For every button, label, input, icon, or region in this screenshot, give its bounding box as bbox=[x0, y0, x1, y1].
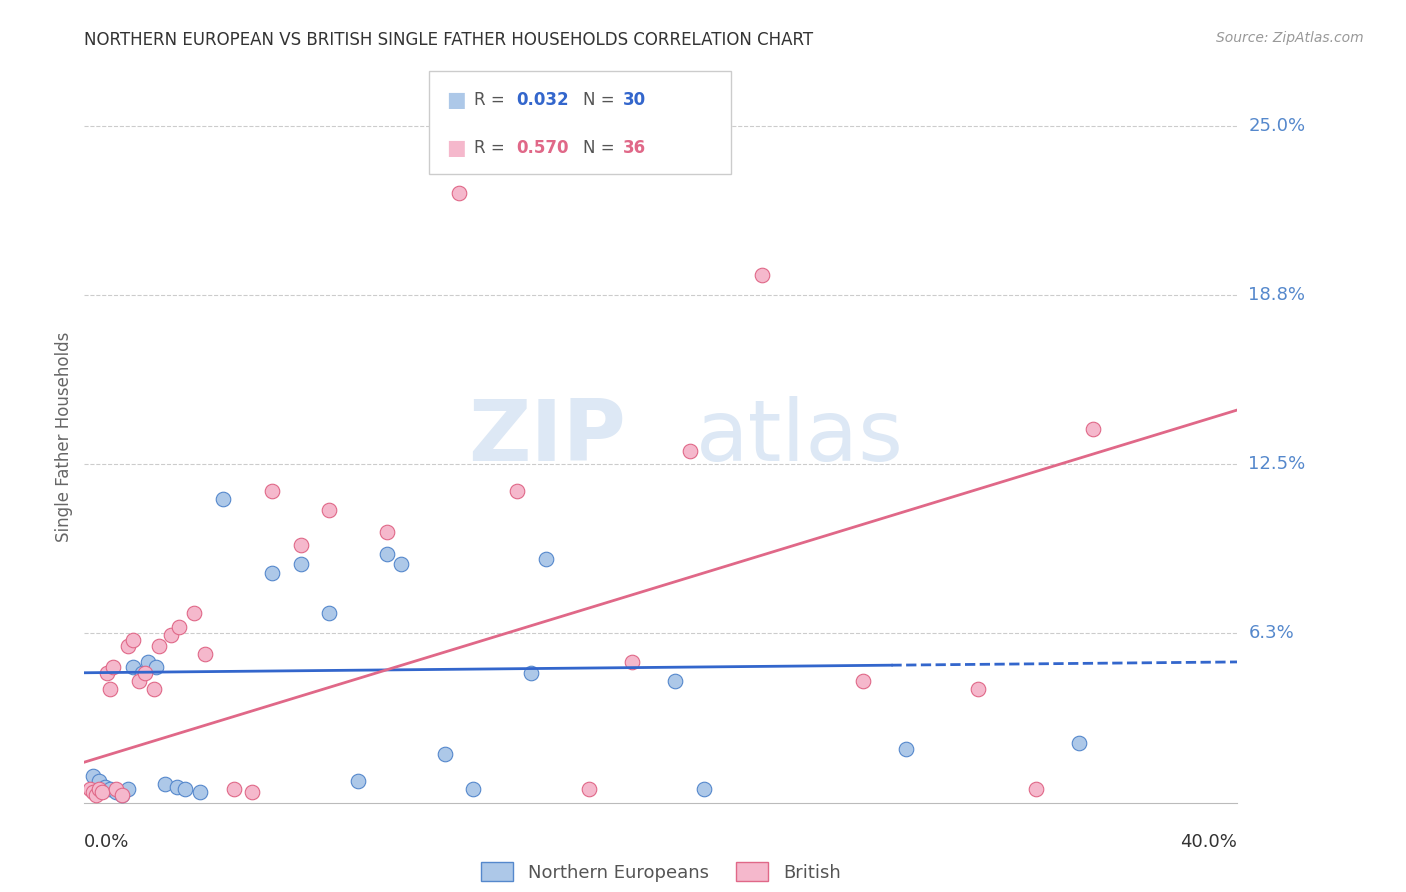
Text: Source: ZipAtlas.com: Source: ZipAtlas.com bbox=[1216, 31, 1364, 45]
Point bbox=[79, 782, 101, 797]
Point bbox=[148, 639, 170, 653]
Point bbox=[433, 747, 456, 761]
Point bbox=[534, 552, 557, 566]
Point bbox=[166, 780, 188, 794]
Point bbox=[103, 660, 124, 674]
Point bbox=[128, 673, 150, 688]
Text: atlas: atlas bbox=[696, 395, 904, 479]
Text: 36: 36 bbox=[623, 139, 645, 157]
Text: 0.032: 0.032 bbox=[516, 91, 568, 109]
Point bbox=[375, 524, 398, 539]
Point bbox=[87, 774, 110, 789]
Point bbox=[105, 782, 128, 797]
Point bbox=[693, 782, 716, 797]
Point bbox=[153, 777, 176, 791]
Point bbox=[224, 782, 246, 797]
Text: 6.3%: 6.3% bbox=[1249, 624, 1294, 642]
Point bbox=[105, 785, 128, 799]
Point bbox=[183, 606, 205, 620]
Point bbox=[520, 665, 543, 680]
Point bbox=[136, 655, 159, 669]
Text: 40.0%: 40.0% bbox=[1181, 833, 1237, 851]
Point bbox=[131, 665, 153, 680]
Point bbox=[375, 547, 398, 561]
Point bbox=[240, 785, 263, 799]
Point bbox=[852, 673, 875, 688]
Point bbox=[96, 665, 118, 680]
Point bbox=[117, 782, 139, 797]
Point bbox=[134, 665, 156, 680]
Text: ZIP: ZIP bbox=[468, 395, 626, 479]
Point bbox=[211, 492, 233, 507]
Point bbox=[578, 782, 600, 797]
Point bbox=[87, 782, 110, 797]
Text: NORTHERN EUROPEAN VS BRITISH SINGLE FATHER HOUSEHOLDS CORRELATION CHART: NORTHERN EUROPEAN VS BRITISH SINGLE FATH… bbox=[84, 31, 814, 49]
Point bbox=[290, 558, 312, 572]
Point bbox=[174, 782, 197, 797]
Point bbox=[160, 628, 183, 642]
Point bbox=[621, 655, 644, 669]
Point bbox=[751, 268, 773, 282]
Point bbox=[1067, 736, 1090, 750]
Point bbox=[194, 647, 217, 661]
Text: 12.5%: 12.5% bbox=[1249, 455, 1306, 473]
Text: 30: 30 bbox=[623, 91, 645, 109]
Point bbox=[111, 788, 134, 802]
Point bbox=[449, 186, 471, 201]
Point bbox=[318, 606, 340, 620]
Text: R =: R = bbox=[474, 139, 510, 157]
Text: N =: N = bbox=[583, 91, 620, 109]
Point bbox=[90, 785, 112, 799]
Point bbox=[463, 782, 485, 797]
Point bbox=[1083, 422, 1105, 436]
Point bbox=[260, 566, 283, 580]
Point bbox=[122, 633, 145, 648]
Point bbox=[318, 503, 340, 517]
Point bbox=[82, 785, 104, 799]
Text: R =: R = bbox=[474, 91, 510, 109]
Legend: Northern Europeans, British: Northern Europeans, British bbox=[474, 855, 848, 888]
Point bbox=[391, 558, 413, 572]
Text: 0.0%: 0.0% bbox=[84, 833, 129, 851]
Text: 25.0%: 25.0% bbox=[1249, 117, 1306, 135]
Point bbox=[98, 782, 121, 797]
Point bbox=[1025, 782, 1047, 797]
Text: 0.570: 0.570 bbox=[516, 139, 568, 157]
Text: N =: N = bbox=[583, 139, 620, 157]
Point bbox=[290, 538, 312, 552]
Text: 18.8%: 18.8% bbox=[1249, 285, 1305, 304]
Point bbox=[506, 484, 529, 499]
Point bbox=[188, 785, 211, 799]
Point bbox=[117, 639, 139, 653]
Point bbox=[664, 673, 686, 688]
Point bbox=[894, 741, 917, 756]
Y-axis label: Single Father Households: Single Father Households bbox=[55, 332, 73, 542]
Point bbox=[93, 780, 115, 794]
Point bbox=[169, 620, 191, 634]
Text: ■: ■ bbox=[446, 90, 465, 110]
Point bbox=[260, 484, 283, 499]
Point bbox=[347, 774, 370, 789]
Point bbox=[122, 660, 145, 674]
Point bbox=[967, 681, 990, 696]
Point bbox=[111, 788, 134, 802]
Point bbox=[145, 660, 167, 674]
Point bbox=[98, 681, 121, 696]
Point bbox=[142, 681, 165, 696]
Point bbox=[679, 443, 702, 458]
Point bbox=[84, 788, 107, 802]
Text: ■: ■ bbox=[446, 138, 465, 158]
Point bbox=[82, 769, 104, 783]
